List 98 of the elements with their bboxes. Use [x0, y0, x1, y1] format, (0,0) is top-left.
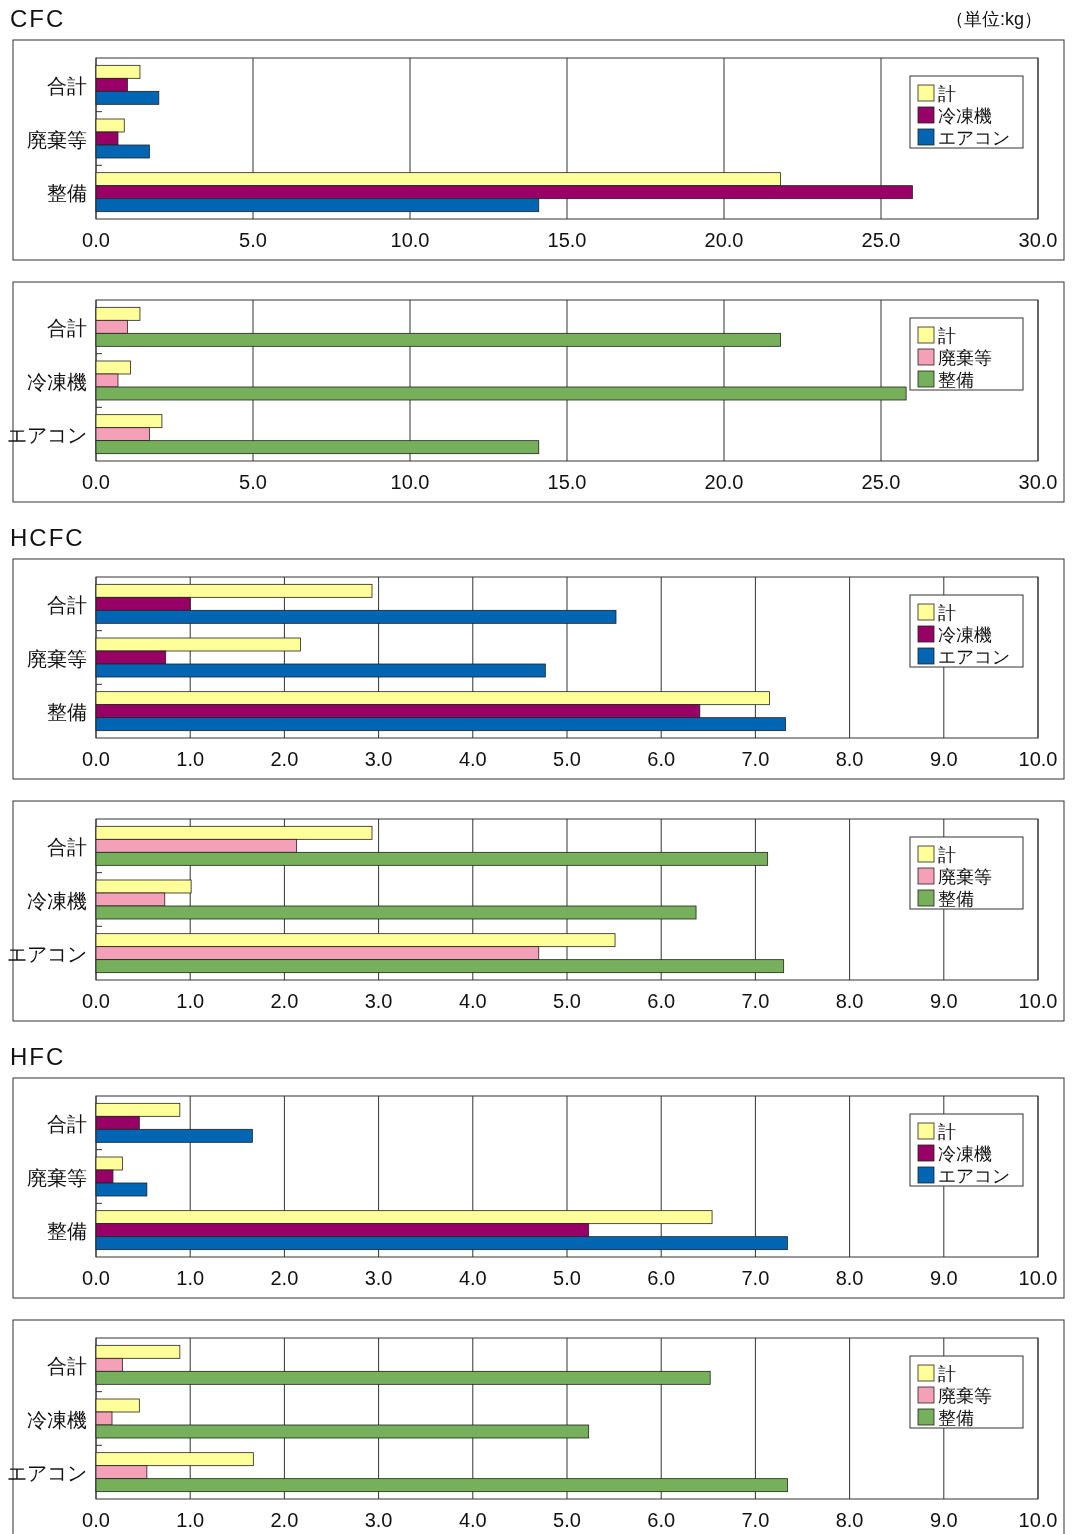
legend-label: 廃棄等 [938, 867, 992, 887]
x-tick-label: 2.0 [270, 990, 299, 1012]
x-tick-label: 7.0 [741, 990, 770, 1012]
x-tick-label: 0.0 [82, 229, 110, 251]
y-tick-label: 整備 [47, 1220, 87, 1243]
x-tick-label: 5.0 [553, 990, 581, 1012]
y-tick-label: 合計 [47, 74, 87, 97]
x-tick-label: 1.0 [176, 1509, 205, 1531]
legend-label: 計 [938, 326, 956, 346]
y-tick-label: エアコン [7, 424, 87, 447]
y-tick-label: 整備 [47, 701, 87, 724]
y-tick-label: 廃棄等 [27, 1166, 87, 1189]
x-tick-label: 1.0 [176, 990, 205, 1012]
x-tick-label: 10.0 [390, 229, 430, 251]
x-tick-label: 7.0 [741, 1267, 770, 1289]
x-tick-label: 6.0 [647, 1509, 676, 1531]
x-tick-label: 25.0 [861, 471, 901, 493]
x-tick-label: 9.0 [929, 1509, 958, 1531]
legend-label: 冷凍機 [938, 1144, 992, 1164]
legend-label: 整備 [938, 370, 974, 390]
legend-label: 整備 [938, 889, 974, 909]
x-tick-label: 3.0 [364, 1509, 393, 1531]
x-tick-label: 9.0 [929, 748, 958, 770]
x-tick-label: 0.0 [82, 1509, 110, 1531]
x-tick-label: 30.0 [1018, 471, 1058, 493]
legend-label: エアコン [938, 1166, 1010, 1186]
x-tick-label: 10.0 [1018, 748, 1058, 770]
x-tick-label: 4.0 [458, 1267, 487, 1289]
legend-label: 計 [938, 1364, 956, 1384]
text: （単位:kg） [945, 9, 1042, 29]
x-tick-label: 10.0 [1018, 990, 1058, 1012]
x-tick-label: 2.0 [270, 748, 299, 770]
legend-label: 廃棄等 [938, 1386, 992, 1406]
x-tick-label: 10.0 [390, 471, 430, 493]
legend-label: 計 [938, 845, 956, 865]
x-tick-label: 4.0 [458, 1509, 487, 1531]
x-tick-label: 10.0 [1018, 1509, 1058, 1531]
x-tick-label: 3.0 [364, 990, 393, 1012]
legend-label: 冷凍機 [938, 106, 992, 126]
x-tick-label: 5.0 [553, 748, 581, 770]
y-tick-label: 整備 [47, 182, 87, 205]
x-tick-label: 4.0 [458, 990, 487, 1012]
legend-label: 計 [938, 603, 956, 623]
legend-label: 整備 [938, 1408, 974, 1428]
y-tick-label: エアコン [7, 1462, 87, 1485]
x-tick-label: 7.0 [741, 1509, 770, 1531]
x-tick-label: 5.0 [239, 229, 267, 251]
x-tick-label: 15.0 [547, 229, 587, 251]
x-tick-label: 0.0 [82, 1267, 110, 1289]
y-tick-label: 合計 [47, 593, 87, 616]
x-tick-label: 7.0 [741, 748, 770, 770]
y-tick-label: 冷凍機 [27, 1408, 87, 1431]
y-tick-label: 合計 [47, 316, 87, 339]
x-tick-label: 0.0 [82, 471, 110, 493]
y-tick-label: 合計 [47, 1112, 87, 1135]
x-tick-label: 15.0 [547, 471, 587, 493]
x-tick-label: 30.0 [1018, 229, 1058, 251]
chart-title: HFC [10, 1043, 66, 1070]
legend-label: エアコン [938, 647, 1010, 667]
y-tick-label: エアコン [7, 943, 87, 966]
x-tick-label: 4.0 [458, 748, 487, 770]
x-tick-label: 20.0 [704, 229, 744, 251]
x-tick-label: 10.0 [1018, 1267, 1058, 1289]
legend-label: 計 [938, 84, 956, 104]
x-tick-label: 8.0 [835, 748, 864, 770]
x-tick-label: 5.0 [239, 471, 267, 493]
x-tick-label: 6.0 [647, 990, 676, 1012]
y-tick-label: 廃棄等 [27, 647, 87, 670]
x-tick-label: 2.0 [270, 1267, 299, 1289]
legend-label: エアコン [938, 128, 1010, 148]
x-tick-label: 1.0 [176, 748, 205, 770]
x-tick-label: 8.0 [835, 990, 864, 1012]
y-tick-label: 廃棄等 [27, 128, 87, 151]
x-tick-label: 20.0 [704, 471, 744, 493]
y-tick-label: 合計 [47, 1354, 87, 1377]
legend-label: 廃棄等 [938, 348, 992, 368]
legend-label: 冷凍機 [938, 625, 992, 645]
x-tick-label: 9.0 [929, 990, 958, 1012]
chart-title: CFC [10, 5, 66, 32]
y-tick-label: 合計 [47, 835, 87, 858]
x-tick-label: 5.0 [553, 1509, 581, 1531]
x-tick-label: 0.0 [82, 990, 110, 1012]
x-tick-label: 6.0 [647, 1267, 676, 1289]
x-tick-label: 25.0 [861, 229, 901, 251]
chart-title: HCFC [10, 524, 85, 551]
x-tick-label: 9.0 [929, 1267, 958, 1289]
x-tick-label: 3.0 [364, 748, 393, 770]
x-tick-label: 8.0 [835, 1267, 864, 1289]
y-tick-label: 冷凍機 [27, 370, 87, 393]
x-tick-label: 8.0 [835, 1509, 864, 1531]
legend-label: 計 [938, 1122, 956, 1142]
y-tick-label: 冷凍機 [27, 889, 87, 912]
x-tick-label: 3.0 [364, 1267, 393, 1289]
x-tick-label: 2.0 [270, 1509, 299, 1531]
x-tick-label: 0.0 [82, 748, 110, 770]
x-tick-label: 1.0 [176, 1267, 205, 1289]
x-tick-label: 5.0 [553, 1267, 581, 1289]
x-tick-label: 6.0 [647, 748, 676, 770]
